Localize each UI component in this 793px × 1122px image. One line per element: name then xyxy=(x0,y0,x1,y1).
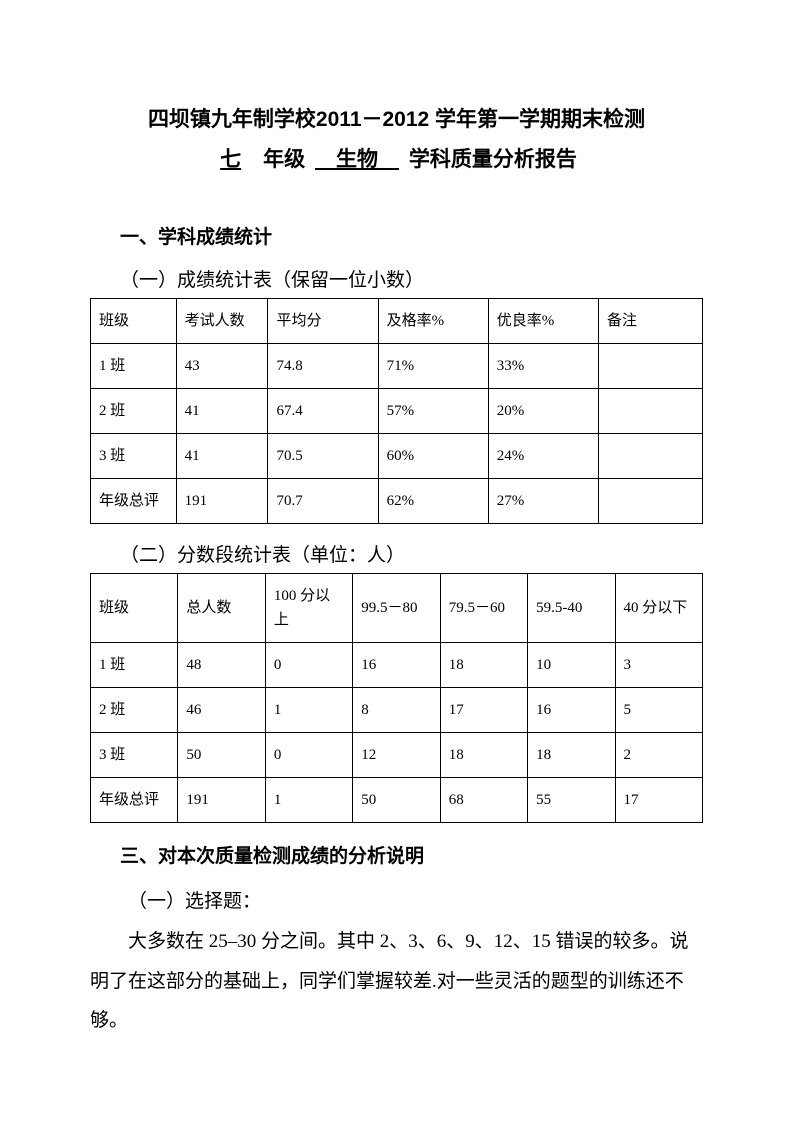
col-header: 及格率% xyxy=(378,298,488,343)
title-line-2: 七年级 生物 学科质量分析报告 xyxy=(90,140,703,180)
sub-choice-heading: （一）选择题： xyxy=(90,882,703,922)
table-header-row: 班级 总人数 100 分以上 99.5－80 79.5－60 59.5-­40 … xyxy=(91,573,703,642)
col-header: 59.5-­40 xyxy=(528,573,615,642)
section-3-heading: 三、对本次质量检测成绩的分析说明 xyxy=(120,841,703,868)
score-band-table: 班级 总人数 100 分以上 99.5－80 79.5－60 59.5-­40 … xyxy=(90,573,703,823)
score-stats-table: 班级 考试人数 平均分 及格率% 优良率% 备注 1 班 43 74.8 71%… xyxy=(90,298,703,524)
table-row: 2 班 41 67.4 57% 20% xyxy=(91,388,703,433)
col-header: 优良率% xyxy=(488,298,598,343)
col-header: 备注 xyxy=(598,298,702,343)
body-text: （一）选择题： 大多数在 25–30 分之间。其中 2、3、6、9、12、15 … xyxy=(90,882,703,1042)
grade-underline: 七 xyxy=(216,148,245,171)
col-header: 考试人数 xyxy=(176,298,268,343)
table-row: 1 班 43 74.8 71% 33% xyxy=(91,343,703,388)
table2-caption: （二）分数段统计表（单位：人） xyxy=(120,540,703,567)
section-1-heading: 一、学科成绩统计 xyxy=(120,222,703,249)
col-header: 总人数 xyxy=(178,573,265,642)
col-header: 100 分以上 xyxy=(265,573,352,642)
table-row: 2 班 46 1 8 17 16 5 xyxy=(91,687,703,732)
title-suffix: 学科质量分析报告 xyxy=(409,148,577,171)
table-row: 1 班 48 0 16 18 10 3 xyxy=(91,642,703,687)
page: 四坝镇九年制学校2011－2012 学年第一学期期末检测 七年级 生物 学科质量… xyxy=(0,0,793,1122)
subject-underline: 生物 xyxy=(311,148,403,171)
table1-caption: （一）成绩统计表（保留一位小数） xyxy=(120,265,703,292)
document-title: 四坝镇九年制学校2011－2012 学年第一学期期末检测 七年级 生物 学科质量… xyxy=(90,100,703,180)
grade-suffix: 年级 xyxy=(263,148,305,171)
col-header: 40 分以下 xyxy=(615,573,702,642)
table-header-row: 班级 考试人数 平均分 及格率% 优良率% 备注 xyxy=(91,298,703,343)
table-row: 3 班 41 70.5 60% 24% xyxy=(91,433,703,478)
col-header: 99.5－80 xyxy=(353,573,440,642)
table-row: 年级总评 191 70.7 62% 27% xyxy=(91,478,703,523)
analysis-paragraph: 大多数在 25–30 分之间。其中 2、3、6、9、12、15 错误的较多。说明… xyxy=(90,922,703,1042)
col-header: 班级 xyxy=(91,298,177,343)
table-row: 年级总评 191 1 50 68 55 17 xyxy=(91,777,703,822)
col-header: 79.5－60 xyxy=(440,573,527,642)
title-line-1: 四坝镇九年制学校2011－2012 学年第一学期期末检测 xyxy=(90,100,703,140)
col-header: 班级 xyxy=(91,573,178,642)
table-row: 3 班 50 0 12 18 18 2 xyxy=(91,732,703,777)
col-header: 平均分 xyxy=(268,298,378,343)
